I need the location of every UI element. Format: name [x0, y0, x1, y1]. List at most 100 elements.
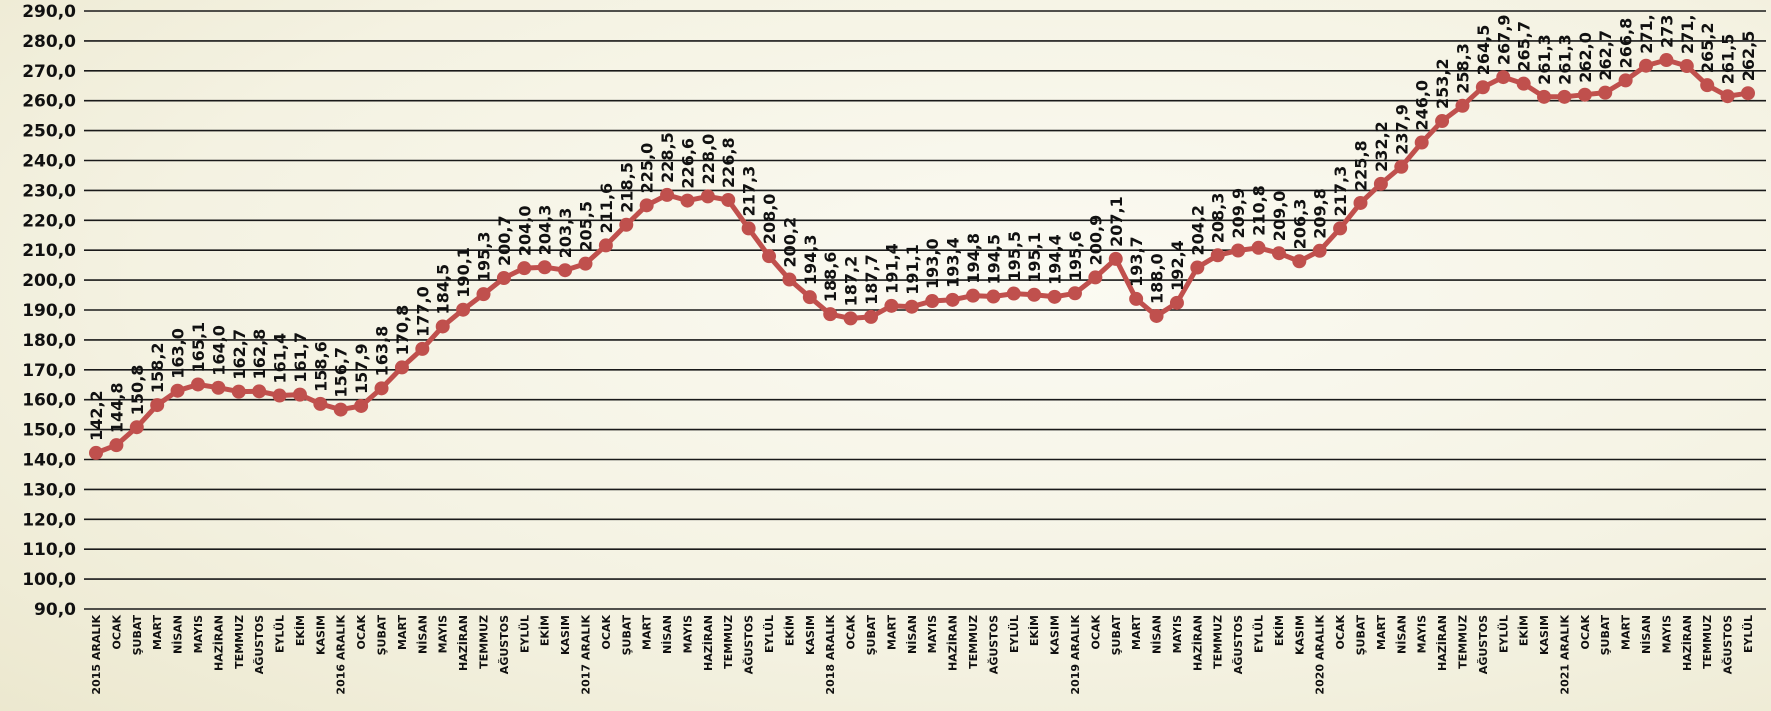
data-label: 232,2: [1372, 121, 1391, 172]
data-point: [1251, 240, 1266, 255]
data-label: 262,7: [1596, 30, 1615, 81]
data-point: [945, 292, 960, 307]
y-tick-label: 270,0: [22, 62, 76, 82]
x-tick-label: EYLÜL: [1496, 615, 1510, 653]
data-point: [578, 256, 593, 271]
data-point: [1088, 270, 1103, 285]
data-point: [1577, 87, 1592, 102]
data-label: 200,2: [780, 217, 799, 268]
data-label: 195,5: [1005, 231, 1024, 282]
x-tick-label: EKİM: [538, 615, 552, 646]
gridlines: [84, 10, 1766, 610]
data-point: [700, 189, 715, 204]
x-tick-label: ŞUBAT: [376, 615, 389, 656]
y-tick-label: 190,0: [22, 301, 76, 321]
data-point: [129, 420, 144, 435]
data-point: [333, 402, 348, 417]
data-point: [1455, 98, 1470, 113]
x-tick-label: MART: [1130, 615, 1143, 650]
data-point: [1006, 286, 1021, 301]
x-tick-label: AĞUSTOS: [1722, 615, 1735, 674]
data-label: 142,2: [87, 390, 106, 441]
data-label: 161,7: [291, 332, 310, 383]
x-tick-label: 2021 ARALIK: [1558, 615, 1571, 695]
y-tick-label: 120,0: [22, 510, 76, 530]
data-point: [1129, 291, 1144, 306]
x-tick-label: KASIM: [559, 615, 572, 655]
data-point: [313, 396, 328, 411]
x-tick-label: HAZİRAN: [1680, 615, 1694, 671]
data-label: 188,0: [1148, 253, 1167, 304]
x-tick-label: AĞUSTOS: [1232, 615, 1245, 674]
x-tick-label: NİSAN: [1639, 615, 1653, 654]
data-point: [211, 380, 226, 395]
x-tick-label: ŞUBAT: [131, 615, 144, 656]
y-tick-label: 150,0: [22, 421, 76, 441]
y-tick-label: 240,0: [22, 152, 76, 172]
data-label: 170,8: [393, 305, 412, 356]
data-label: 265,7: [1515, 21, 1534, 72]
data-label: 209,8: [1311, 188, 1330, 239]
data-point: [1516, 76, 1531, 91]
y-tick-label: 280,0: [22, 32, 76, 52]
data-label: 192,4: [1168, 240, 1187, 291]
data-point: [1741, 86, 1755, 101]
x-tick-label: KASIM: [1049, 615, 1062, 655]
data-label: 190,1: [454, 247, 473, 298]
data-point: [1639, 58, 1654, 73]
data-point: [986, 289, 1001, 304]
data-label: 193,4: [944, 237, 963, 288]
y-tick-label: 230,0: [22, 181, 76, 201]
x-tick-label: AĞUSTOS: [253, 615, 266, 674]
data-label: 237,9: [1392, 104, 1411, 155]
series-line-path: [95, 57, 1749, 456]
data-point: [109, 438, 124, 453]
data-label: 195,1: [1025, 232, 1044, 283]
data-point: [639, 198, 654, 213]
series-line: [89, 53, 1755, 460]
data-label: 225,0: [638, 143, 657, 194]
x-tick-label: 2017 ARALIK: [579, 615, 592, 695]
data-point: [456, 302, 471, 317]
x-tick-label: HAZİRAN: [701, 615, 715, 671]
y-tick-label: 160,0: [22, 391, 76, 411]
data-label: 144,8: [107, 383, 126, 434]
data-label: 177,0: [413, 286, 432, 337]
data-point: [1210, 248, 1225, 263]
data-label: 191,1: [903, 244, 922, 295]
y-tick-label: 180,0: [22, 331, 76, 351]
data-label: 261,5: [1719, 34, 1738, 85]
data-label: 267,9: [1494, 14, 1513, 65]
x-tick-label: MAYIS: [1416, 615, 1429, 653]
data-point: [1659, 53, 1674, 68]
x-tick-label: ŞUBAT: [1599, 615, 1612, 656]
data-point: [680, 193, 695, 208]
data-label: 262,5: [1739, 31, 1758, 82]
data-label: 207,1: [1107, 196, 1126, 247]
x-tick-label: 2016 ARALIK: [335, 615, 348, 695]
data-point: [762, 249, 777, 264]
data-label: 205,5: [576, 201, 595, 252]
data-point: [782, 272, 797, 287]
x-tick-label: HAZİRAN: [456, 615, 470, 671]
x-axis-ticks: 2015 ARALIK OCAK ŞUBAT MART NİSAN MAYIS HAZİRA…: [90, 615, 1755, 695]
y-tick-label: 90,0: [34, 600, 76, 620]
data-point: [394, 360, 409, 375]
y-tick-label: 210,0: [22, 241, 76, 261]
data-point: [660, 187, 675, 202]
data-point: [1047, 289, 1062, 304]
data-label: 194,3: [801, 235, 820, 286]
y-tick-label: 140,0: [22, 451, 76, 471]
data-point: [517, 261, 532, 276]
data-point: [1190, 260, 1205, 275]
x-tick-label: EKİM: [1027, 615, 1041, 646]
data-label: 158,6: [311, 341, 330, 392]
x-tick-label: NİSAN: [905, 615, 919, 654]
data-label: 162,7: [230, 329, 249, 380]
data-point: [1557, 89, 1572, 104]
data-point: [598, 238, 613, 253]
x-tick-label: MAYIS: [192, 615, 205, 653]
data-point: [884, 298, 899, 313]
x-tick-label: ŞUBAT: [1354, 615, 1367, 656]
x-tick-label: HAZİRAN: [211, 615, 225, 671]
